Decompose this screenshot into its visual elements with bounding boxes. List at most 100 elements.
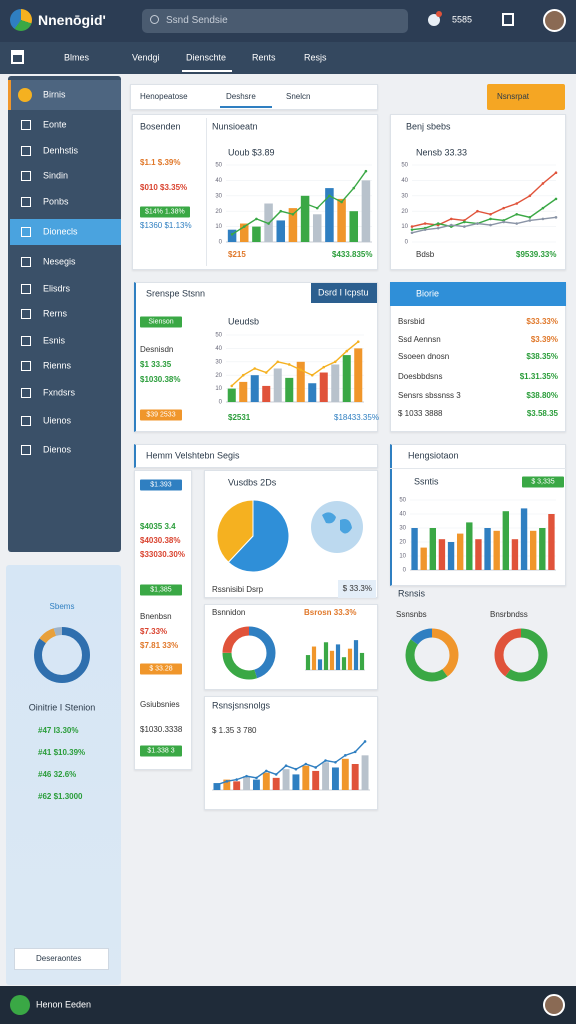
- pie-slice: [216, 499, 254, 563]
- nav-item[interactable]: Blmes: [64, 52, 90, 63]
- sidebar-icon: [21, 416, 31, 426]
- bar: [347, 648, 353, 670]
- badge: $14% 1.38%: [140, 206, 190, 218]
- bar: [262, 772, 270, 790]
- sidebar-item[interactable]: Nesegis: [43, 256, 76, 267]
- sidebar-icon: [21, 336, 31, 346]
- panel-title: Benj sbebs: [406, 121, 451, 132]
- badge: $1.393: [140, 479, 182, 491]
- bar: [308, 383, 317, 402]
- point: [274, 773, 278, 776]
- sidebar-item[interactable]: Birnis: [43, 89, 66, 100]
- subtitle: Bsnnidon: [212, 608, 246, 617]
- note: $1360 $1.13%: [140, 221, 192, 230]
- bar: [312, 214, 322, 242]
- point: [304, 762, 308, 766]
- bar: [282, 769, 290, 790]
- sidebar-item[interactable]: Uienos: [43, 415, 72, 426]
- bar: [341, 657, 347, 670]
- sidebar-item[interactable]: Fxndsrs: [43, 387, 76, 398]
- sidebar-item[interactable]: Dienos: [43, 444, 72, 455]
- point: [515, 222, 519, 225]
- sidebar-item[interactable]: Ponbs: [43, 196, 69, 207]
- sidebar-item[interactable]: Eonte: [43, 119, 67, 130]
- bar: [335, 644, 341, 670]
- bar: [502, 511, 510, 570]
- avatar[interactable]: [543, 9, 566, 32]
- footer-avatar[interactable]: [543, 994, 565, 1016]
- point: [423, 222, 427, 225]
- tab-select[interactable]: Henopeatose: [140, 92, 188, 101]
- status-row: #62 $1.3000: [38, 792, 83, 801]
- search-placeholder[interactable]: Ssnd Sendsie: [166, 15, 228, 26]
- point: [410, 231, 414, 235]
- sidebar-item[interactable]: Esnis: [43, 335, 66, 346]
- notification-icon[interactable]: [428, 14, 440, 26]
- bar: [331, 767, 339, 790]
- bar: [429, 528, 437, 570]
- point: [230, 384, 234, 388]
- status-label: Sbems: [49, 602, 75, 611]
- point: [489, 212, 492, 216]
- status-select[interactable]: [14, 948, 109, 970]
- row-value: $1.31.35%: [519, 372, 558, 381]
- nav-item[interactable]: Resjs: [304, 52, 327, 63]
- bar: [466, 522, 473, 570]
- bottom-bar: [0, 986, 576, 1024]
- donut-label: Bnsrbndss: [490, 610, 528, 619]
- panel-subtitle: Nunsioeatn: [212, 121, 258, 132]
- point: [255, 217, 258, 221]
- sidebar-item[interactable]: Denhstis: [43, 145, 79, 156]
- point: [515, 212, 519, 216]
- panel-button-label[interactable]: Dsrd I Icpstu: [318, 287, 369, 298]
- panel-header: [134, 444, 378, 468]
- tab[interactable]: Deshsre: [226, 92, 256, 101]
- badge: Sienson: [140, 316, 182, 328]
- nav-item[interactable]: Rents: [252, 52, 276, 63]
- point: [253, 367, 257, 370]
- tabs-bar: [130, 84, 378, 110]
- line: [411, 172, 557, 228]
- bar: [273, 368, 282, 402]
- nav-item[interactable]: Dienschte: [186, 52, 227, 63]
- active-underline: [182, 70, 232, 72]
- point: [287, 363, 291, 366]
- window-icon[interactable]: [502, 13, 514, 26]
- action-button[interactable]: [487, 84, 565, 110]
- point: [463, 220, 466, 224]
- chart-footer: $433.835%: [332, 250, 373, 259]
- point: [344, 754, 347, 757]
- action-button-label[interactable]: Nsnsrpat: [497, 92, 530, 101]
- y-tick-label: 0: [405, 240, 409, 246]
- bar: [539, 528, 546, 570]
- badge[interactable]: $39 2533: [140, 409, 182, 421]
- bar: [342, 355, 351, 402]
- bar: [548, 514, 555, 570]
- sidebar-item[interactable]: Elisdrs: [43, 283, 71, 294]
- sidebar-item[interactable]: Dionecls: [43, 226, 78, 237]
- sidebar-icon: [21, 257, 31, 267]
- stat: $1.1 $.39%: [140, 158, 181, 167]
- sidebar-item[interactable]: Rerns: [43, 308, 68, 319]
- home-icon[interactable]: [11, 50, 24, 64]
- sidebar-item[interactable]: Rienns: [43, 360, 72, 371]
- bar: [239, 223, 249, 242]
- bar: [288, 208, 298, 242]
- bar: [312, 770, 320, 790]
- bar: [361, 755, 369, 790]
- point: [541, 182, 545, 185]
- search-box[interactable]: [142, 9, 408, 33]
- bar: [262, 385, 271, 402]
- y-tick-label: 30: [215, 193, 222, 199]
- point: [515, 202, 519, 205]
- point: [541, 206, 545, 210]
- select-label[interactable]: Deseraontes: [36, 954, 82, 963]
- panel-button[interactable]: [311, 283, 377, 303]
- tab[interactable]: Snelcn: [286, 92, 311, 101]
- sidebar-item[interactable]: Sindin: [43, 170, 69, 181]
- nav-item[interactable]: Vendgi: [132, 52, 160, 63]
- bar: [420, 547, 427, 570]
- y-tick-label: 10: [215, 386, 222, 392]
- panel-title: Bosenden: [140, 121, 181, 132]
